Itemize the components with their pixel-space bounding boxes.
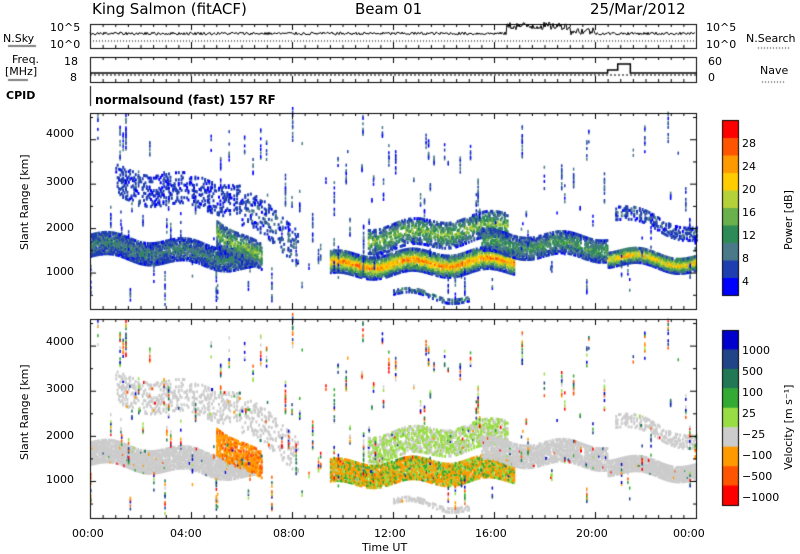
p2-ytick-3000: 3000 (46, 382, 74, 395)
xtick-0000-end: 00:00 (673, 527, 705, 540)
freq-tick-18: 18 (64, 55, 78, 68)
power-tick-4: 4 (742, 275, 749, 288)
noise-right-bottom-tick: 10^0 (706, 38, 737, 51)
xlabel: Time UT (362, 541, 408, 554)
vel-tick-500: 500 (742, 365, 763, 378)
noise-left-label: N.Sky (3, 32, 35, 45)
freq-tick-8: 8 (70, 71, 77, 84)
xtick-2000: 20:00 (576, 527, 608, 540)
station-title: King Salmon (fitACF) (92, 0, 247, 18)
vel-tick-100: 100 (742, 386, 763, 399)
noise-left-top-tick: 10^5 (50, 21, 81, 34)
nave-label: Nave (760, 64, 789, 77)
freq-label-2: [MHz] (5, 65, 38, 78)
beam-title: Beam 01 (355, 0, 423, 18)
p1-ytick-4000: 4000 (46, 127, 74, 140)
vel-tick-neg1000: −1000 (742, 491, 780, 504)
power-tick-16: 16 (742, 206, 756, 219)
nave-tick-0: 0 (708, 71, 715, 84)
p1-ylabel: Slant Range [km] (18, 154, 31, 250)
p2-ytick-4000: 4000 (46, 335, 74, 348)
noise-right-label: N.Search (746, 32, 796, 45)
noise-right-top-tick: 10^5 (706, 21, 737, 34)
power-colorbar-label: Power [dB] (782, 190, 795, 250)
vel-tick-25: 25 (742, 407, 756, 420)
xtick-1200: 12:00 (374, 527, 406, 540)
xtick-1600: 16:00 (475, 527, 507, 540)
p1-ytick-1000: 1000 (46, 265, 74, 278)
xtick-0800: 08:00 (273, 527, 305, 540)
power-tick-8: 8 (742, 252, 749, 265)
vel-tick-neg100: −100 (742, 449, 773, 462)
p1-ytick-2000: 2000 (46, 221, 74, 234)
p1-ytick-3000: 3000 (46, 175, 74, 188)
power-tick-28: 28 (742, 137, 756, 150)
vel-tick-neg25: −25 (742, 428, 766, 441)
p2-ylabel: Slant Range [km] (18, 364, 31, 460)
xtick-0400: 04:00 (170, 527, 202, 540)
vel-tick-1000: 1000 (742, 344, 770, 357)
cpid-label: CPID (6, 89, 36, 102)
power-tick-12: 12 (742, 229, 756, 242)
velocity-colorbar-label: Velocity [m s⁻¹] (782, 384, 795, 470)
power-tick-24: 24 (742, 160, 756, 173)
power-tick-20: 20 (742, 183, 756, 196)
vel-tick-neg500: −500 (742, 470, 773, 483)
date-title: 25/Mar/2012 (590, 0, 686, 18)
xtick-0000: 00:00 (72, 527, 104, 540)
p2-ytick-1000: 1000 (46, 473, 74, 486)
noise-left-bottom-tick: 10^0 (50, 38, 81, 51)
nave-tick-60: 60 (708, 55, 722, 68)
freq-label-1: Freq. (12, 53, 40, 66)
cpid-text: normalsound (fast) 157 RF (95, 93, 276, 107)
p2-ytick-2000: 2000 (46, 429, 74, 442)
